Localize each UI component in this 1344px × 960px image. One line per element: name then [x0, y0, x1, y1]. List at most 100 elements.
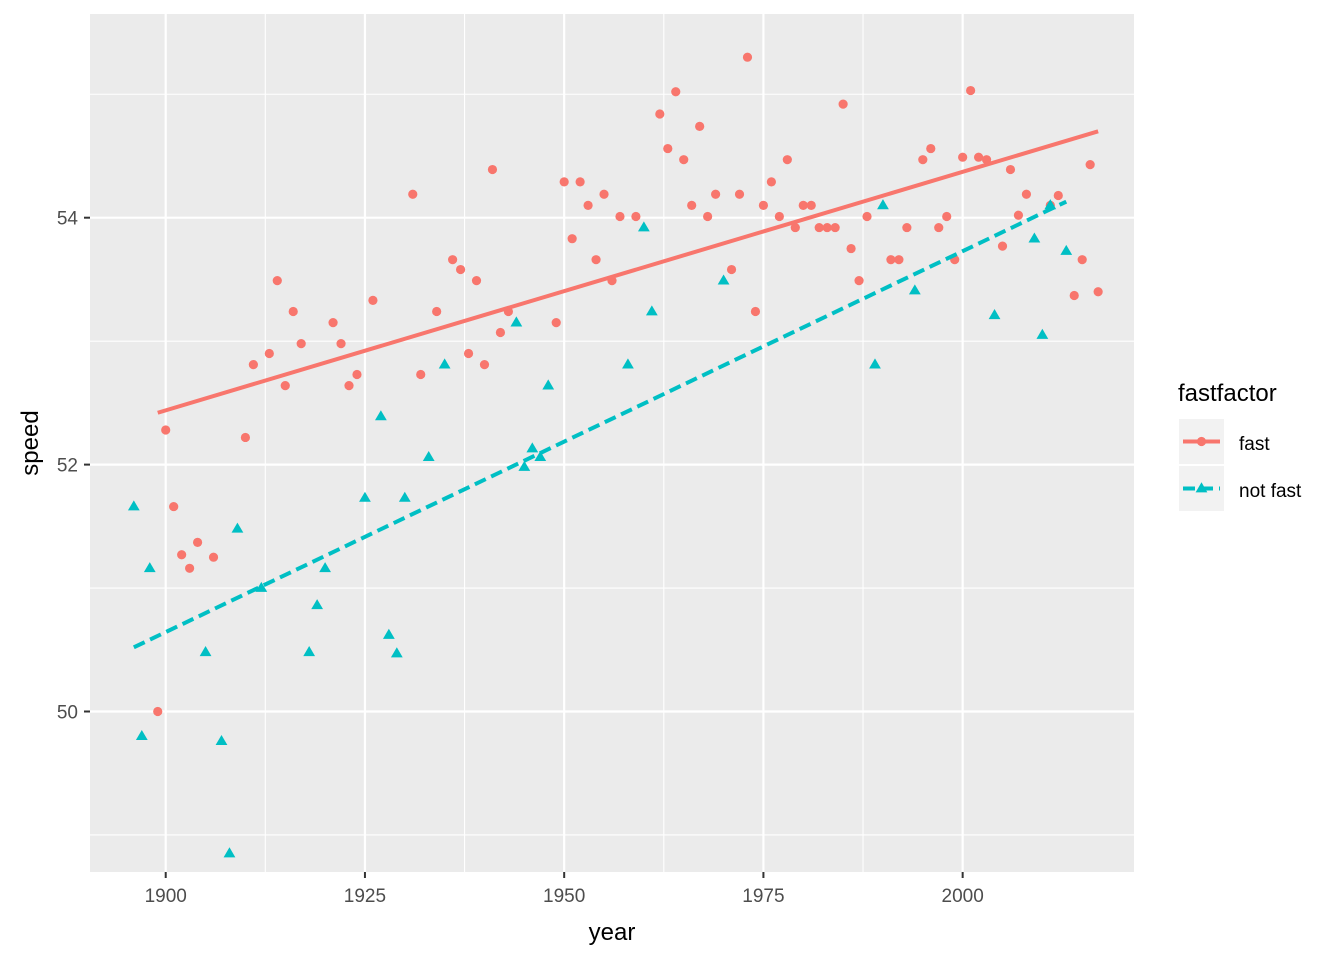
data-point-not-fast	[422, 450, 435, 462]
data-point-fast	[336, 339, 346, 349]
data-point-fast	[663, 143, 673, 154]
data-point-not-fast	[988, 309, 1001, 320]
data-point-fast	[671, 87, 681, 97]
data-point-fast	[463, 348, 474, 359]
data-point-fast	[862, 211, 872, 222]
fit-line-fast	[157, 129, 1099, 415]
legend-key-point-not-fast	[1195, 482, 1208, 493]
data-point-fast	[894, 255, 904, 265]
data-point-fast	[750, 306, 761, 317]
data-point-not-fast	[518, 460, 531, 471]
x-tick-label: 1925	[344, 886, 386, 907]
data-point-not-fast	[215, 734, 228, 745]
data-point-fast	[1093, 287, 1103, 297]
data-point-fast	[161, 425, 171, 435]
data-point-not-fast	[382, 628, 395, 639]
data-point-fast	[806, 200, 816, 210]
data-point-not-fast	[645, 305, 658, 316]
data-point-fast	[918, 155, 928, 165]
legend: fastfactor fast not fast	[1178, 380, 1302, 511]
data-point-fast	[758, 200, 769, 210]
data-point-fast	[575, 177, 585, 187]
data-point-fast	[288, 306, 298, 317]
data-point-fast	[615, 211, 625, 222]
data-point-not-fast	[438, 358, 451, 369]
data-point-fast	[711, 189, 721, 199]
data-point-fast	[934, 222, 944, 233]
data-point-fast	[766, 177, 776, 187]
data-point-not-fast	[143, 562, 156, 573]
data-point-fast	[240, 432, 251, 443]
data-point-fast	[798, 200, 808, 210]
data-point-fast	[296, 339, 306, 349]
y-tick-label: 52	[57, 456, 78, 477]
legend-label-fast: fast	[1239, 434, 1270, 455]
data-point-fast	[695, 121, 705, 131]
data-point-fast	[966, 85, 976, 96]
data-point-fast	[687, 200, 697, 210]
data-point-fast	[479, 360, 490, 370]
data-point-not-fast	[1036, 328, 1049, 339]
x-tick-label: 1975	[742, 886, 784, 907]
data-point-fast	[631, 211, 641, 222]
data-point-not-fast	[390, 647, 403, 658]
data-point-not-fast	[223, 847, 236, 858]
data-point-fast	[487, 164, 498, 175]
data-point-fast	[192, 537, 203, 547]
data-point-fast	[838, 99, 848, 109]
legend-label-not-fast: not fast	[1239, 481, 1302, 502]
data-point-not-fast	[637, 221, 650, 232]
data-point-fast	[997, 241, 1008, 251]
data-point-fast	[169, 501, 179, 512]
data-point-fast	[782, 155, 792, 165]
y-axis: 50 52 54	[57, 209, 90, 724]
data-point-not-fast	[534, 450, 547, 462]
fit-line-not-fast	[132, 199, 1068, 650]
data-point-fast	[208, 552, 219, 562]
data-point-not-fast	[908, 284, 921, 295]
data-point-fast	[471, 276, 482, 286]
data-point-fast	[153, 706, 163, 717]
data-point-not-fast	[1028, 232, 1041, 243]
data-point-fast	[455, 264, 466, 275]
data-point-not-fast	[542, 379, 555, 390]
data-point-fast	[1005, 164, 1016, 175]
data-point-fast	[432, 306, 442, 317]
y-axis-title: speed	[17, 410, 44, 475]
data-point-fast	[958, 152, 968, 162]
data-point-fast	[854, 276, 864, 286]
data-point-fast	[814, 222, 824, 233]
data-point-fast	[734, 189, 745, 199]
data-point-not-fast	[510, 316, 523, 327]
data-point-fast	[902, 222, 912, 233]
data-point-fast	[655, 109, 665, 119]
data-point-fast	[591, 255, 601, 265]
legend-title: fastfactor	[1178, 380, 1277, 407]
plot-panel	[90, 14, 1134, 872]
data-point-not-fast	[374, 410, 387, 421]
data-point-fast	[599, 189, 609, 199]
data-point-fast	[703, 211, 713, 222]
data-point-fast	[567, 234, 577, 244]
data-point-fast	[264, 348, 274, 359]
data-point-not-fast	[398, 491, 411, 502]
data-point-fast	[774, 211, 784, 222]
data-point-not-fast	[135, 730, 148, 741]
data-point-fast	[551, 318, 561, 328]
data-point-not-fast	[869, 358, 881, 369]
legend-keys	[1183, 436, 1220, 493]
data-point-fast	[1077, 255, 1087, 265]
data-point-fast	[973, 152, 984, 162]
data-point-fast	[830, 222, 840, 233]
y-tick-label: 50	[57, 703, 78, 724]
data-point-fast	[280, 380, 290, 391]
data-point-not-fast	[359, 491, 371, 502]
data-point-fast	[495, 327, 506, 338]
data-point-fast	[344, 380, 354, 391]
data-point-not-fast	[127, 500, 140, 511]
data-point-fast	[416, 369, 426, 380]
data-point-fast	[352, 369, 362, 380]
data-point-fast	[846, 243, 856, 254]
data-point-not-fast	[622, 358, 634, 369]
